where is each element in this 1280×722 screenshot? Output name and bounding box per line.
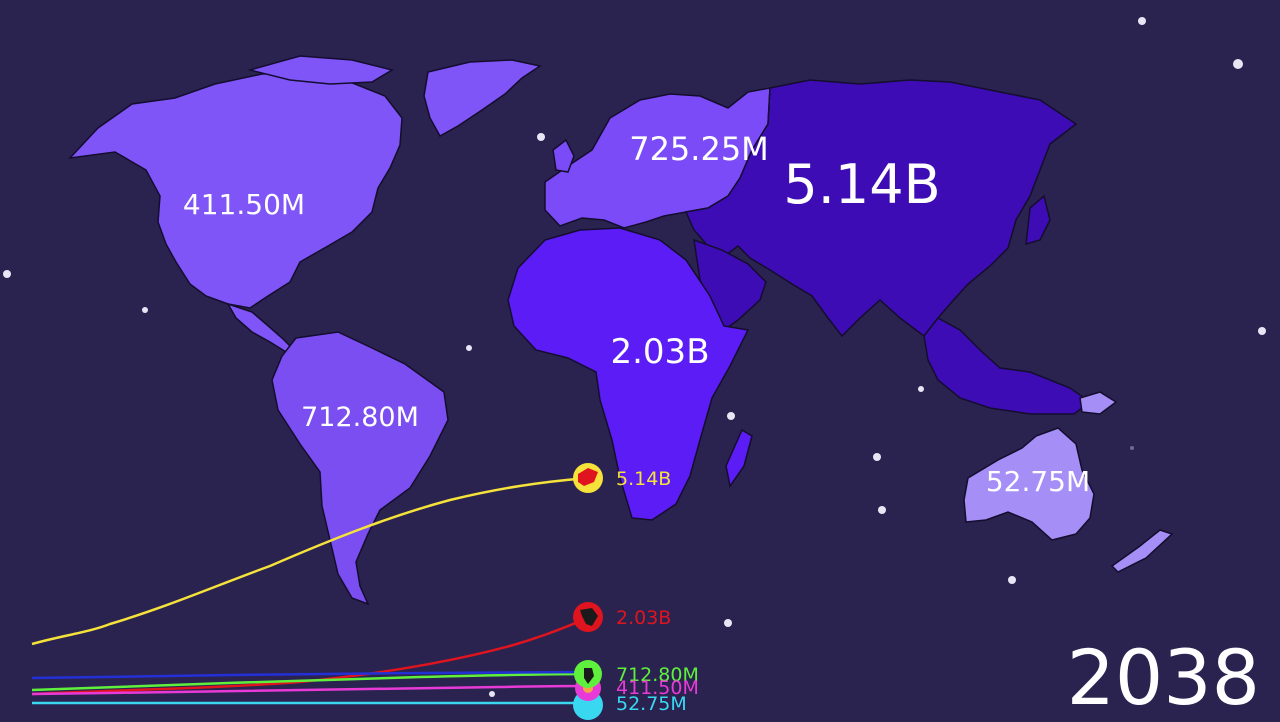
- oceania-region[interactable]: [963, 391, 1174, 573]
- africa-shape: [507, 227, 750, 521]
- year-label: 2038: [1066, 633, 1260, 722]
- north-america-trend-line: [31, 670, 589, 680]
- north-america-shape: [68, 71, 403, 309]
- asia-trend-line: [31, 476, 589, 646]
- south-america-icon: [584, 668, 594, 684]
- asia-shape: [684, 79, 1078, 338]
- britain-shape: [552, 138, 575, 173]
- africa-region[interactable]: [507, 227, 753, 521]
- japan-shape: [1025, 194, 1051, 246]
- central-america-shape: [226, 302, 294, 353]
- new-zealand-shape: [1110, 529, 1174, 573]
- south-america-trend-line: [31, 672, 589, 692]
- africa-marker: [573, 602, 603, 632]
- africa-trend-line: [31, 616, 589, 696]
- north-america-value-label: 411.50M: [183, 188, 305, 221]
- africa-icon: [580, 608, 598, 626]
- south-america-shape: [271, 331, 449, 606]
- south-america-line-label: 712.80M: [616, 664, 699, 686]
- europe-value-label: 725.25M: [629, 130, 769, 168]
- north-america-region[interactable]: [68, 55, 542, 353]
- africa-line-label: 2.03B: [616, 607, 671, 629]
- north-america-line-label: 411.50M: [616, 677, 699, 699]
- oceania-line-label: 52.75M: [616, 693, 687, 715]
- africa-value-label: 2.03B: [610, 332, 709, 372]
- south-america-value-label: 712.80M: [301, 402, 419, 433]
- asia-line-label: 5.14B: [616, 468, 671, 490]
- australia-shape: [963, 427, 1095, 541]
- asia-value-label: 5.14B: [783, 153, 940, 216]
- north-america-magenta-trend-line: [31, 684, 589, 696]
- asia-marker: [573, 463, 603, 493]
- new-guinea-shape: [1079, 391, 1118, 415]
- trend-lines: [31, 476, 589, 705]
- madagascar-shape: [725, 428, 753, 488]
- south-america-marker: [574, 660, 602, 688]
- greenland-shape: [423, 59, 542, 138]
- oceania-value-label: 52.75M: [986, 465, 1090, 498]
- arctic-islands-shape: [247, 55, 394, 85]
- asia-icon: [578, 468, 598, 486]
- asia-region[interactable]: [684, 79, 1092, 415]
- south-america-region[interactable]: [271, 331, 449, 606]
- southeast-asia-shape: [923, 317, 1092, 415]
